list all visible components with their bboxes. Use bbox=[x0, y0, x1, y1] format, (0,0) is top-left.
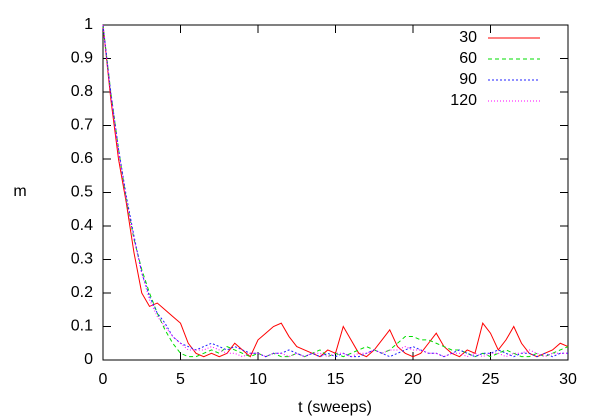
x-axis-label: t (sweeps) bbox=[298, 399, 372, 416]
series-line bbox=[102, 24, 569, 358]
y-tick-label: 0.8 bbox=[71, 83, 93, 100]
x-tick-label: 10 bbox=[249, 371, 267, 388]
y-axis-label: m bbox=[13, 183, 26, 200]
x-tick-label: 5 bbox=[176, 371, 185, 388]
legend-label: 60 bbox=[459, 50, 477, 67]
legend-label: 120 bbox=[450, 92, 477, 109]
legend-label: 90 bbox=[459, 71, 477, 88]
series-line bbox=[102, 24, 568, 358]
legend-label: 30 bbox=[459, 29, 477, 46]
series-line bbox=[102, 24, 568, 358]
y-tick-label: 0.4 bbox=[71, 217, 93, 234]
y-tick-label: 0.6 bbox=[71, 150, 93, 167]
y-tick-label: 0 bbox=[84, 351, 93, 368]
plot-frame bbox=[102, 24, 569, 361]
y-tick-label: 1 bbox=[84, 16, 93, 33]
y-tick-label: 0.7 bbox=[71, 117, 93, 134]
y-tick-label: 0.1 bbox=[71, 318, 93, 335]
x-tick-label: 15 bbox=[327, 371, 345, 388]
x-tick-label: 0 bbox=[99, 371, 108, 388]
x-tick-label: 20 bbox=[404, 371, 422, 388]
y-tick-label: 0.9 bbox=[71, 50, 93, 67]
y-tick-label: 0.3 bbox=[71, 251, 93, 268]
x-tick-label: 30 bbox=[559, 371, 577, 388]
y-tick-label: 0.5 bbox=[71, 184, 93, 201]
x-tick-label: 25 bbox=[482, 371, 500, 388]
y-tick-label: 0.2 bbox=[71, 284, 93, 301]
series-line bbox=[102, 24, 569, 358]
